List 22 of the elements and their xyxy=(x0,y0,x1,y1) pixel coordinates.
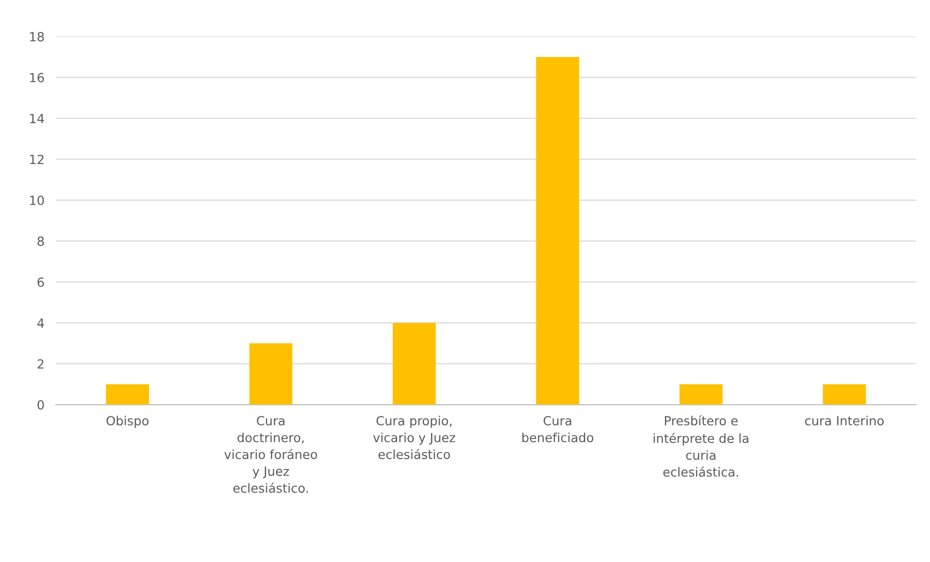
x-tick-label: Cura doctrinero, vicario foráneo y Juez eclesiástico. xyxy=(224,416,318,493)
bar xyxy=(392,322,436,405)
bar xyxy=(679,384,722,405)
bar xyxy=(106,384,149,405)
x-tick-label: cura Interino xyxy=(805,416,884,426)
y-tick-label: 18 xyxy=(30,32,44,42)
y-tick-label: 0 xyxy=(38,400,44,410)
y-tick-label: 16 xyxy=(30,72,44,82)
y-tick-label: 4 xyxy=(37,318,44,328)
x-tick-label: Obispo xyxy=(106,416,148,428)
x-tick-label: Presbítero e intérprete de la curia eclesiástica. xyxy=(654,415,748,477)
y-tick-label: 12 xyxy=(30,154,44,164)
bar xyxy=(249,343,292,405)
y-tick-label: 2 xyxy=(38,359,44,368)
y-tick-label: 8 xyxy=(38,236,44,246)
y-tick-label: 6 xyxy=(38,277,44,287)
bar xyxy=(536,56,580,405)
y-tick-label: 14 xyxy=(30,114,44,124)
y-tick-label: 10 xyxy=(30,196,44,206)
bar xyxy=(822,384,866,405)
x-tick-label: Cura propio, vicario y Juez eclesiástico xyxy=(373,416,456,460)
x-tick-label: Cura beneficiado xyxy=(522,416,594,442)
